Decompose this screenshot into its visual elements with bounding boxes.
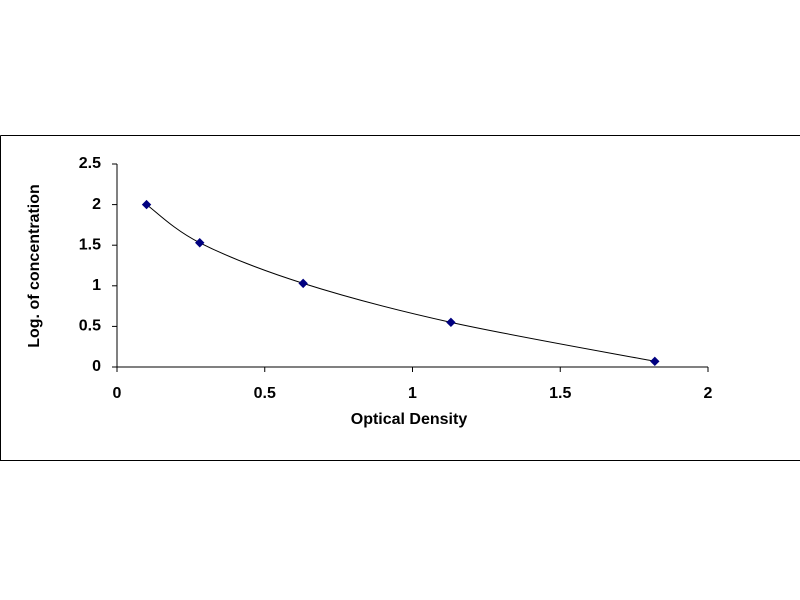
data-point (446, 317, 456, 328)
y-tick-label: 2.5 (79, 155, 101, 172)
x-tick-label: 0 (113, 385, 122, 402)
x-axis-title: Optical Density (351, 411, 468, 428)
data-point (298, 278, 308, 289)
data-point (195, 238, 205, 248)
x-tick-label: 1.5 (549, 385, 571, 402)
data-point (141, 199, 152, 210)
y-tick-label: 0 (92, 358, 101, 375)
y-tick-label: 0.5 (79, 318, 101, 335)
chart-frame (0, 135, 800, 461)
y-tick-label: 1.5 (79, 236, 101, 253)
x-tick-label: 0.5 (254, 385, 276, 402)
y-tick-label: 1 (92, 277, 101, 294)
y-tick-label: 2 (92, 196, 101, 213)
y-axis-title: Log. of concentration (26, 184, 43, 348)
data-point (650, 356, 660, 367)
x-tick-label: 1 (408, 385, 417, 402)
x-tick-label: 2 (704, 385, 713, 402)
fit-curve (146, 204, 655, 362)
